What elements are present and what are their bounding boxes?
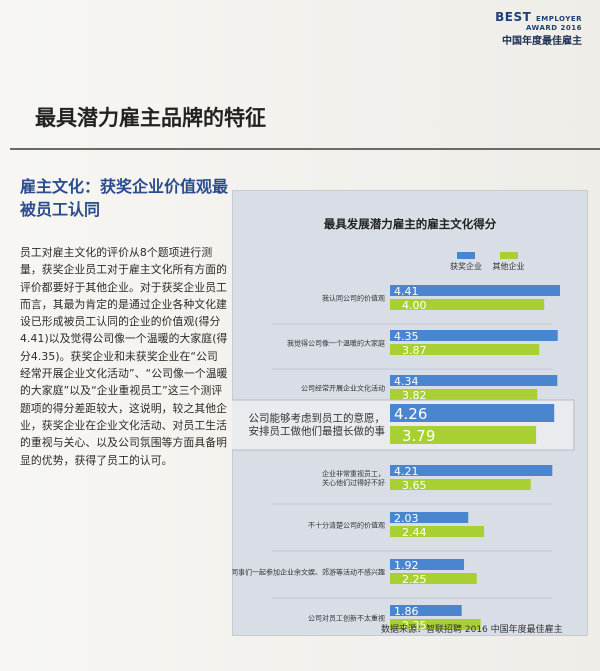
page-title: 最具潜力雇主品牌的特征 [35,106,266,130]
bar-awarded-2 [390,375,558,386]
category-label-0-0: 我认同公司的价值观 [322,294,385,303]
chart-panel: 最具发展潜力雇主的雇主文化得分 获奖企业 其他企业 4.41 4.00 我认同公司的… [232,190,588,636]
legend-other-label: 其他企业 [492,262,525,271]
value-label-awarded-2: 4.34 [394,375,419,388]
value-label-other-2: 3.82 [402,389,427,402]
bar-other-5 [390,526,485,537]
legend-other-swatch [499,252,518,259]
value-label-other-1: 3.87 [402,344,427,357]
value-label-awarded-4: 4.21 [394,465,419,478]
chart-legend: 获奖企业 其他企业 [450,252,533,272]
bar-awarded-5 [390,512,469,523]
title-rule [10,148,600,150]
value-label-awarded-6: 1.92 [394,559,419,572]
value-label-other-0: 4.00 [402,299,427,312]
bar-awarded-1 [390,330,558,341]
value-label-awarded-3: 4.26 [394,405,427,423]
category-label-5-0: 不十分清楚公司的价值观 [308,521,385,530]
bar-other-6 [390,573,477,584]
bar-awarded-0 [390,285,560,296]
value-label-other-7: 2.35 [402,619,427,632]
brand-award: AWARD 2016 [525,24,582,32]
value-label-other-3: 3.79 [402,427,435,445]
category-label-3-1: 安排员工做他们最擅长做的事 [249,425,386,438]
bar-other-2 [390,389,538,400]
bar-awarded-4 [390,465,553,476]
bar-other-4 [390,479,531,490]
value-label-other-5: 2.44 [402,526,427,539]
brand-cn: 中国年度最佳雇主 [502,36,582,47]
legend-awarded-swatch [457,252,475,259]
bar-awarded-6 [390,559,465,570]
category-label-2-0: 公司经常开展企业文化活动 [301,384,385,393]
category-label-4-0: 企业非常重视员工， [322,469,385,478]
category-label-3-0: 公司能够考虑到员工的意愿， [249,412,386,425]
category-label-6-0: 我对与同事们一起参加企业余文娱、郊游等活动不感兴趣 [232,568,385,577]
bar-awarded-7 [390,605,462,616]
value-label-awarded-7: 1.86 [394,605,419,618]
value-label-awarded-1: 4.35 [394,330,419,343]
legend-awarded: 获奖企业 [450,252,482,272]
value-label-awarded-5: 2.03 [394,512,419,525]
value-label-other-4: 3.65 [402,479,427,492]
body-paragraph: 员工对雇主文化的评价从8个题项进行测量，获奖企业员工对于雇主文化所有方面的评价都… [20,246,228,467]
category-label-4-1: 关心他们过得好不好 [322,478,385,487]
data-source: 数据来源：智联招聘 2016 中国年度最佳雇主 [381,625,563,635]
bar-other-0 [390,299,545,310]
brand-best: BEST EMPLOYER [495,10,582,24]
bar-awarded-3 [390,404,555,422]
category-label-1-0: 我觉得公司像一个温暖的大家庭 [287,339,385,348]
value-label-awarded-0: 4.41 [394,285,419,298]
bar-other-3 [390,426,537,444]
culture-score-chart: 4.414.00 我认同公司的价值观 4.353.87 我觉得公司像一个温暖的大家庭 4… [232,285,575,632]
value-label-other-6: 2.25 [402,573,427,586]
category-label-7-0: 公司对员工创新不太重视 [308,614,385,623]
bar-other-7 [390,619,481,630]
legend-awarded-label: 获奖企业 [450,262,482,271]
award-brand: BEST EMPLOYER AWARD 2016 中国年度最佳雇主 [495,10,582,47]
chart-title: 最具发展潜力雇主的雇主文化得分 [323,217,497,231]
bar-other-1 [390,344,540,355]
section-subtitle: 雇主文化：获奖企业价值观最被员工认同 [20,177,229,219]
legend-other: 其他企业 [493,252,525,272]
